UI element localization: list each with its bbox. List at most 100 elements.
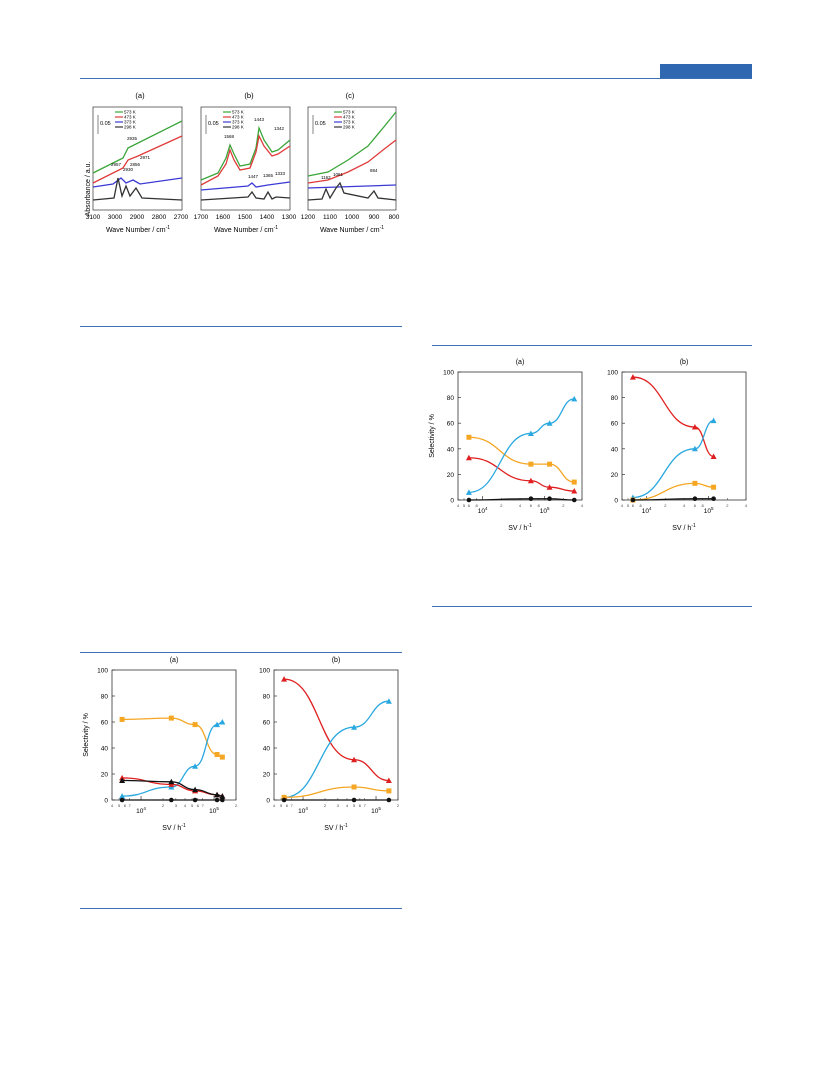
data-point: [528, 461, 534, 467]
x-minor-label: 8: [476, 503, 479, 508]
ir-a-ticks: 3100 3000 2900 2800 2700: [86, 214, 189, 221]
data-point: [192, 722, 198, 728]
ir-b-tick-2: 1600: [216, 214, 231, 221]
data-point: [214, 797, 220, 803]
x-minor-label: 6: [286, 803, 289, 808]
ir-c-ann-1: 1162: [321, 175, 331, 180]
ir-panel-b-label: (b): [244, 91, 254, 100]
x-tick-label: 105: [704, 506, 714, 515]
ir-a-tick-3: 2900: [130, 214, 145, 221]
ir-c-trace-298: [307, 181, 397, 201]
x-tick-label: 105: [209, 806, 219, 815]
x-minor-label: 6: [694, 503, 697, 508]
y-tick-label: 60: [263, 720, 271, 727]
ir-b-ann-1: 1568: [224, 134, 235, 139]
ir-c-legend-1: 573 K: [343, 110, 355, 115]
data-point: [692, 480, 698, 486]
plot-frame: [621, 371, 747, 501]
data-point: [385, 777, 392, 783]
series-line-3: [468, 498, 575, 501]
series-line-0: [468, 436, 575, 483]
data-point: [192, 763, 199, 769]
y-tick-label: 0: [266, 798, 270, 805]
ir-a-ann-4: 2930: [123, 167, 134, 172]
ir-b-scale: 0.05: [208, 121, 219, 127]
data-point: [711, 496, 716, 502]
x-minor-label: 5: [118, 803, 121, 808]
ir-b-ann-5: 1365: [263, 173, 274, 178]
series-line-1: [632, 419, 714, 499]
x-tick-label: 104: [136, 806, 146, 815]
x-minor-label: 2: [726, 503, 729, 508]
y-tick-label: 60: [447, 421, 455, 428]
data-point: [281, 676, 288, 682]
ir-b-ticks: 1700 1600 1500 1400 1300: [194, 214, 297, 221]
x-minor-label: 6: [197, 803, 200, 808]
x-minor-label: 7: [202, 803, 205, 808]
x-minor-label: 4: [745, 503, 748, 508]
figure-rule-left-2: [80, 652, 402, 653]
data-point: [214, 791, 221, 798]
ir-panel-c: (c) 0.05 573 K 473 K 373 K 298 K 1162 10…: [301, 91, 400, 234]
data-point: [466, 434, 472, 440]
ir-a-scale: 0.05: [100, 121, 111, 127]
x-minor-label: 6: [530, 503, 533, 508]
ir-b-xlabel: Wave Number / cm-1: [214, 225, 278, 234]
chart-title: (a): [170, 657, 179, 664]
data-point: [571, 395, 578, 402]
ir-a-ann-1: 2935: [127, 136, 138, 141]
ir-b-tick-5: 1300: [282, 214, 297, 221]
ir-b-tick-1: 1700: [194, 214, 209, 221]
data-point: [168, 778, 175, 785]
x-tick-label: 105: [371, 806, 381, 815]
figure-rule-left-3: [80, 908, 402, 909]
ir-b-ann-3: 1342: [274, 126, 285, 131]
ir-c-trace-473: [307, 139, 397, 184]
ir-panel-b: (b) 0.05 573 K 473 K 373 K 298 K 1568 14…: [194, 91, 297, 234]
x-minor-label: 8: [640, 503, 643, 508]
data-point: [527, 430, 534, 436]
figure-rule-right-1: [432, 345, 752, 346]
data-point: [214, 752, 220, 757]
x-minor-label: 4: [457, 503, 460, 508]
x-minor-label: 5: [463, 503, 466, 508]
x-minor-label: 4: [184, 803, 187, 808]
x-axis-label: SV / h-1: [324, 823, 348, 832]
series-line-0: [284, 678, 389, 782]
data-point: [691, 424, 698, 430]
x-minor-label: 6: [632, 503, 635, 508]
chart-title: (a): [516, 359, 525, 366]
y-tick-label: 20: [101, 772, 109, 779]
ir-ylabel: Absorbance / a.u.: [85, 162, 92, 217]
ir-c-ann-2: 1061: [333, 172, 344, 177]
y-tick-label: 100: [97, 668, 108, 675]
series-line-2: [632, 482, 714, 501]
ir-a-tick-5: 2700: [174, 214, 189, 221]
ir-b-tick-4: 1400: [260, 214, 275, 221]
data-point: [546, 420, 553, 426]
data-point: [192, 786, 199, 793]
header-accent-bar: [660, 64, 752, 78]
ir-c-tick-3: 1000: [345, 214, 360, 221]
ir-panel-c-label: (c): [346, 91, 355, 100]
data-point: [119, 716, 125, 722]
data-point: [351, 724, 358, 730]
x-axis-label: SV / h-1: [672, 523, 696, 532]
data-point: [692, 496, 698, 502]
y-tick-label: 20: [263, 772, 271, 779]
data-point: [528, 496, 534, 502]
data-point: [710, 453, 717, 459]
data-point: [119, 797, 125, 803]
data-point: [219, 754, 225, 760]
data-point: [192, 797, 198, 803]
ir-a-xlabel: Wave Number / cm-1: [106, 225, 170, 234]
y-tick-label: 60: [611, 421, 619, 428]
data-point: [465, 489, 472, 495]
x-minor-label: 2: [562, 503, 565, 508]
y-tick-label: 0: [450, 498, 454, 505]
series-line-0: [122, 717, 223, 758]
data-point: [386, 797, 392, 803]
ir-b-trace-473: [200, 133, 291, 186]
x-axis-label: SV / h-1: [162, 823, 186, 832]
y-tick-label: 0: [104, 798, 108, 805]
